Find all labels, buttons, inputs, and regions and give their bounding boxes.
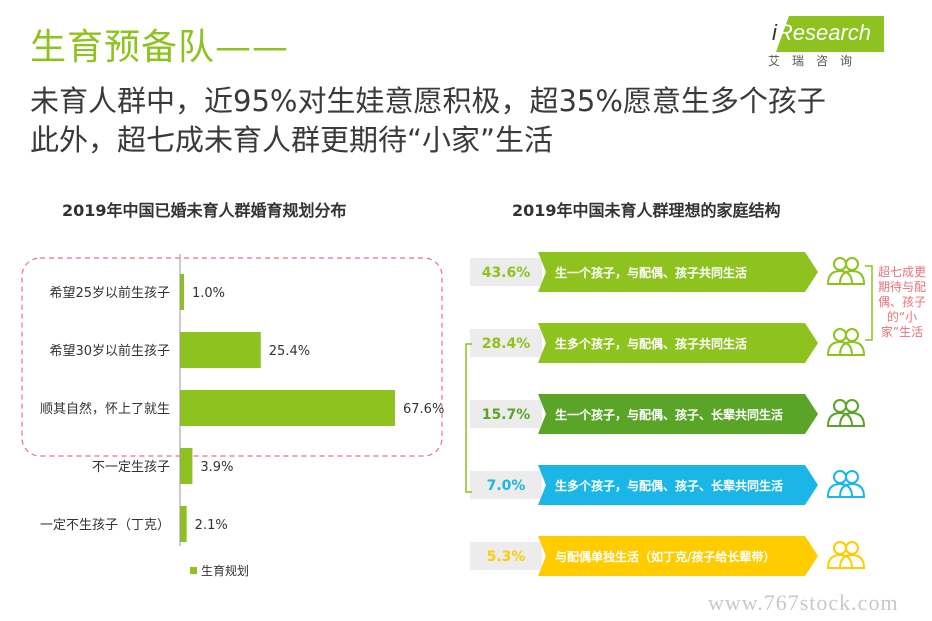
logo-banner [776, 16, 884, 52]
value-label-0: 1.0% [192, 286, 225, 301]
value-label-1: 25.4% [269, 344, 310, 359]
person-head-front [845, 470, 859, 484]
arrow-bar-1 [538, 323, 818, 363]
value-bg-3 [470, 471, 542, 499]
category-label-1: 希望30岁以前生孩子 [49, 343, 170, 359]
category-label-0: 希望25岁以前生孩子 [49, 285, 170, 301]
person-head-back [833, 470, 847, 484]
bracket-right [865, 265, 873, 341]
value-label-4: 2.1% [195, 518, 228, 533]
value-label-2: 67.6% [403, 402, 444, 417]
person-body-back [826, 482, 854, 498]
value-bg-0 [470, 258, 542, 286]
bracket-left [465, 343, 472, 493]
people-icon-2 [826, 399, 866, 427]
note-small-line-2: 偶、孩子 [878, 295, 926, 309]
people-icon-3 [826, 470, 866, 498]
person-head-back [833, 399, 847, 413]
person-head-front [845, 257, 859, 271]
value-bg-1 [470, 329, 542, 357]
category-label-3: 不一定生孩子 [92, 460, 170, 475]
bar-label-2: 生一个孩子，与配偶、孩子、长辈共同生活 [555, 407, 783, 422]
arrow-bar-3 [538, 465, 818, 505]
people-icon-4 [826, 541, 866, 569]
bar-label-0: 生一个孩子，与配偶、孩子共同生活 [555, 265, 747, 280]
note-small-line-3: 的“小 [887, 309, 917, 324]
note-small-line-1: 期待与配 [878, 280, 926, 294]
people-icon-1 [826, 328, 866, 356]
logo-brand: iResearch [772, 20, 872, 45]
person-body-front [838, 411, 866, 427]
person-body-back [826, 340, 854, 356]
right-chart-title: 2019年中国未育人群理想的家庭结构 [512, 201, 781, 220]
legend-label: 生育规划 [201, 563, 249, 578]
category-label-4: 一定不生孩子（丁克） [40, 518, 170, 533]
value-label-0: 43.6% [482, 265, 531, 281]
page-title: 生育预备队—— [30, 27, 290, 68]
value-bg-4 [470, 542, 542, 570]
legend-swatch [190, 567, 197, 574]
highlight-dashed-box [21, 257, 443, 457]
bar-3 [180, 448, 193, 484]
logo-subtitle: 艾瑞咨询 [768, 54, 865, 68]
value-label-2: 15.7% [482, 407, 531, 423]
value-label-3: 3.9% [200, 460, 233, 475]
note-small-line-0: 超七成更 [878, 264, 926, 279]
people-icon-0 [826, 257, 866, 285]
value-label-1: 28.4% [482, 336, 531, 352]
arrow-bar-4 [538, 536, 818, 576]
bar-2 [180, 390, 395, 426]
note-small-line-4: 家”生活 [881, 324, 923, 339]
marriage-plan-bar-chart: 希望25岁以前生孩子 1.0% 希望30岁以前生孩子 25.4% 顺其自然，怀上了就生 6… [21, 254, 444, 578]
person-body-front [838, 269, 866, 285]
bar-label-3: 生多个孩子，与配偶、孩子、长辈共同生活 [555, 478, 783, 493]
bar-4 [180, 506, 187, 542]
value-label-3: 7.0% [487, 478, 526, 494]
person-head-front [845, 541, 859, 555]
headline-line-1: 未育人群中，近95%对生娃意愿积极，超35%愿意生多个孩子 [30, 84, 826, 118]
person-body-back [826, 411, 854, 427]
left-chart-title: 2019年中国已婚未育人群婚育规划分布 [62, 201, 347, 220]
bar-0 [180, 274, 184, 310]
category-label-2: 顺其自然，怀上了就生 [40, 401, 170, 417]
value-bg-2 [470, 400, 542, 428]
bar-label-4: 与配偶单独生活（如丁克/孩子给长辈带） [555, 549, 775, 564]
arrow-bar-2 [538, 394, 818, 434]
person-body-front [838, 340, 866, 356]
person-body-back [826, 553, 854, 569]
arrow-bar-0 [538, 252, 818, 292]
headline-line-2: 此外，超七成未育人群更期待“小家”生活 [30, 123, 554, 157]
person-head-back [833, 257, 847, 271]
person-head-back [833, 541, 847, 555]
note-small-family: 超七成更期待与配偶、孩子的“小家”生活 [878, 264, 926, 339]
person-head-front [845, 328, 859, 342]
iresearch-logo: iResearch 艾瑞咨询 [762, 12, 887, 72]
person-head-back [833, 328, 847, 342]
family-structure-chart: 43.6% 生一个孩子，与配偶、孩子共同生活 28.4% 生多个孩子，与配偶、孩子共同… [465, 252, 926, 576]
person-body-back [826, 269, 854, 285]
person-head-front [845, 399, 859, 413]
bar-1 [180, 332, 261, 368]
person-body-front [838, 553, 866, 569]
value-label-4: 5.3% [487, 549, 526, 565]
watermark: www.767stock.com [708, 590, 899, 615]
bar-label-1: 生多个孩子，与配偶、孩子共同生活 [555, 336, 747, 351]
person-body-front [838, 482, 866, 498]
